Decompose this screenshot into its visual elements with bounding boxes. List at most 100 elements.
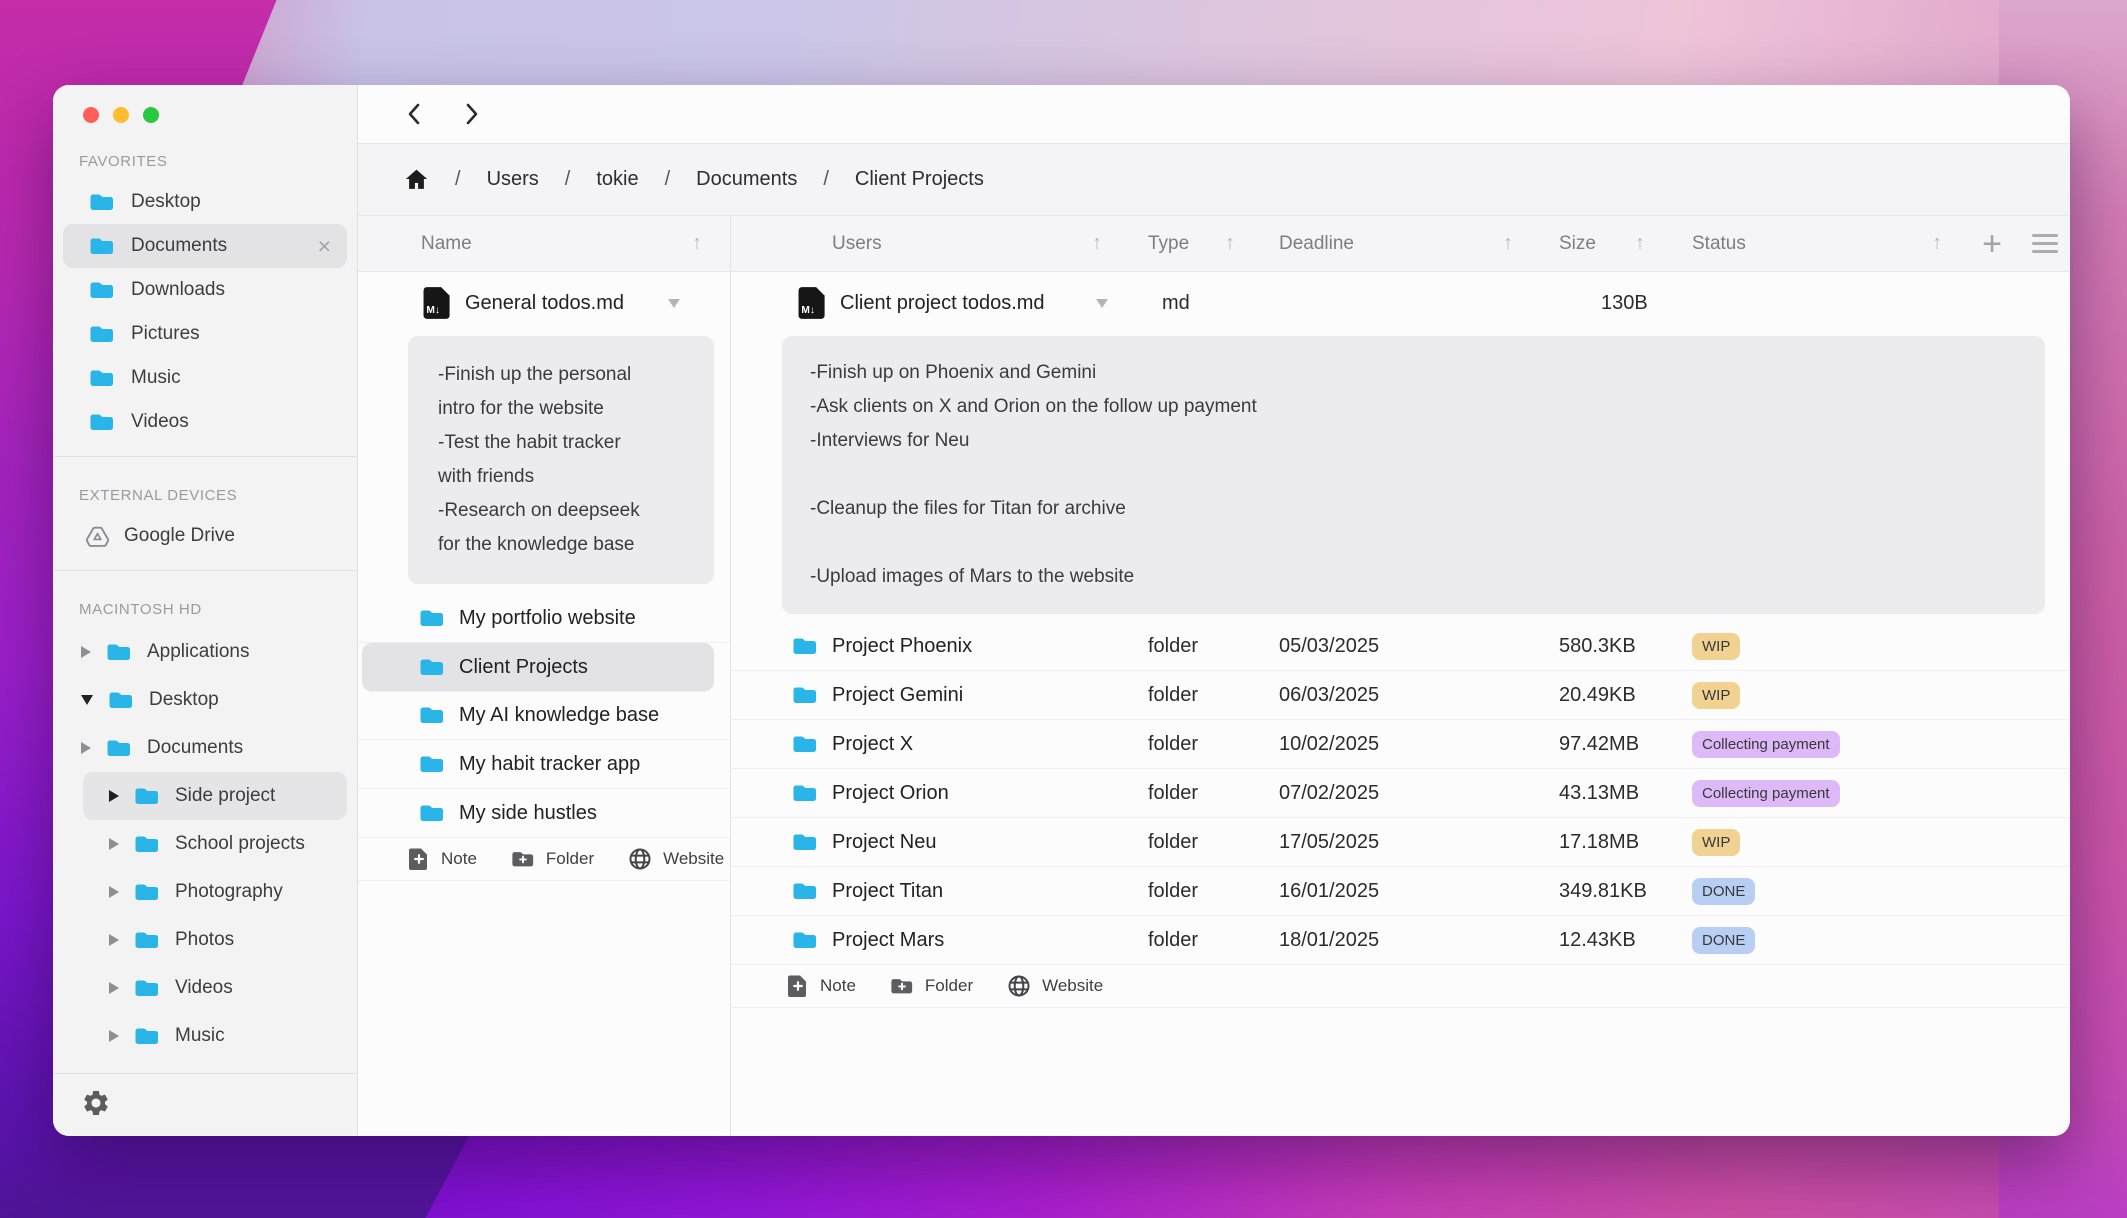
folder-icon — [792, 930, 818, 950]
breadcrumb-segment-tokie[interactable]: tokie — [596, 168, 639, 190]
table-row-project-titan[interactable]: Project Titan folder 16/01/2025 349.81KB… — [731, 867, 2070, 916]
sidebar-item-school-projects[interactable]: School projects — [53, 820, 357, 868]
maximize-window-button[interactable] — [143, 107, 159, 123]
folder-icon — [419, 754, 445, 774]
sidebar-item-downloads[interactable]: Downloads — [53, 268, 357, 312]
sidebar-item-music-tree[interactable]: Music — [53, 1012, 357, 1060]
add-column-button[interactable]: + — [1982, 224, 2002, 263]
sidebar-item-videos-tree[interactable]: Videos — [53, 964, 357, 1012]
breadcrumb-segment-client-projects[interactable]: Client Projects — [854, 168, 984, 190]
folder-icon — [792, 783, 818, 803]
sidebar-item-label: Downloads — [131, 279, 225, 300]
breadcrumb-segment-documents[interactable]: Documents — [696, 168, 798, 190]
folder-my-habit-tracker-app[interactable]: My habit tracker app — [358, 740, 730, 789]
sidebar-item-photos[interactable]: Photos — [53, 916, 357, 964]
sort-ascending-icon[interactable]: ↑ — [1092, 232, 1102, 254]
add-note-button[interactable]: Note — [408, 847, 477, 871]
table-row-project-gemini[interactable]: Project Gemini folder 06/03/2025 20.49KB… — [731, 671, 2070, 720]
table-menu-button[interactable] — [2032, 233, 2058, 254]
back-button[interactable] — [404, 101, 424, 127]
sort-ascending-icon[interactable]: ↑ — [692, 232, 702, 254]
folder-my-ai-knowledge-base[interactable]: My AI knowledge base — [358, 691, 730, 740]
chevron-right-icon[interactable] — [109, 982, 119, 994]
sidebar-item-pictures[interactable]: Pictures — [53, 312, 357, 356]
column-header-size[interactable]: Size ↑ — [1559, 232, 1692, 255]
chevron-right-icon[interactable] — [109, 934, 119, 946]
table-row-project-mars[interactable]: Project Mars folder 18/01/2025 12.43KB D… — [731, 916, 2070, 965]
column-header-status[interactable]: Status ↑ + — [1692, 227, 2070, 261]
folder-my-side-hustles[interactable]: My side hustles — [358, 789, 730, 838]
row-name: Project X — [832, 732, 914, 755]
sidebar-item-label: Desktop — [131, 191, 201, 212]
row-type: folder — [1148, 683, 1199, 706]
folder-label: My portfolio website — [459, 606, 636, 629]
chevron-right-icon[interactable] — [109, 838, 119, 850]
chevron-right-icon[interactable] — [81, 742, 91, 754]
column-header-users[interactable]: Users ↑ — [731, 232, 1148, 255]
breadcrumb-separator: / — [664, 168, 671, 190]
sidebar-item-documents[interactable]: Documents × — [63, 224, 347, 268]
table-row-project-x[interactable]: Project X folder 10/02/2025 97.42MB Coll… — [731, 720, 2070, 769]
column-header-label: Type — [1148, 232, 1190, 254]
chevron-right-icon[interactable] — [81, 646, 91, 658]
row-deadline: 16/01/2025 — [1279, 879, 1380, 902]
preview-line: -Finish up on Phoenix and Gemini — [810, 362, 1097, 383]
sidebar-item-music[interactable]: Music — [53, 356, 357, 400]
table-row-project-orion[interactable]: Project Orion folder 07/02/2025 43.13MB … — [731, 769, 2070, 818]
add-website-label: Website — [663, 849, 725, 868]
sidebar-item-side-project[interactable]: Side project — [83, 772, 347, 820]
add-website-button[interactable]: Website — [1007, 974, 1103, 998]
preview-line: -Upload images of Mars to the website — [810, 566, 1135, 587]
file-name: General todos.md — [465, 291, 624, 314]
add-note-label: Note — [820, 976, 856, 995]
sidebar-item-desktop[interactable]: Desktop — [53, 180, 357, 224]
folder-icon — [106, 738, 132, 758]
sidebar-item-applications[interactable]: Applications — [53, 628, 357, 676]
add-website-button[interactable]: Website — [628, 847, 724, 871]
chevron-right-icon[interactable] — [109, 1030, 119, 1042]
folder-plus-icon — [511, 849, 535, 869]
add-note-button[interactable]: Note — [787, 974, 856, 998]
file-type: md — [1162, 291, 1190, 314]
folder-client-projects[interactable]: Client Projects — [362, 643, 714, 691]
close-window-button[interactable] — [83, 107, 99, 123]
home-icon[interactable] — [404, 168, 429, 191]
add-folder-button[interactable]: Folder — [890, 976, 973, 996]
collapse-preview-button[interactable] — [668, 298, 680, 308]
breadcrumb-segment-users[interactable]: Users — [486, 168, 539, 190]
sidebar-item-google-drive[interactable]: Google Drive — [53, 514, 357, 558]
chevron-right-icon[interactable] — [109, 886, 119, 898]
collapse-preview-button[interactable] — [1096, 298, 1108, 308]
folder-my-portfolio-website[interactable]: My portfolio website — [358, 594, 730, 643]
column-header-name[interactable]: Name ↑ — [358, 216, 730, 272]
table-row-project-phoenix[interactable]: Project Phoenix folder 05/03/2025 580.3K… — [731, 622, 2070, 671]
sidebar-item-videos[interactable]: Videos — [53, 400, 357, 444]
forward-button[interactable] — [462, 101, 482, 127]
sort-ascending-icon[interactable]: ↑ — [1225, 232, 1235, 254]
sidebar-item-photography[interactable]: Photography — [53, 868, 357, 916]
sidebar-item-label: Pictures — [131, 323, 200, 344]
folder-icon — [792, 832, 818, 852]
row-name: Project Gemini — [832, 683, 964, 706]
file-client-project-todos[interactable]: M↓ Client project todos.md md 130B — [731, 272, 2070, 334]
minimize-window-button[interactable] — [113, 107, 129, 123]
remove-favorite-button[interactable]: × — [317, 232, 331, 259]
macintosh-hd-section-label: MACINTOSH HD — [79, 601, 202, 618]
sidebar-divider — [53, 570, 357, 571]
sort-ascending-icon[interactable]: ↑ — [1635, 232, 1645, 254]
chevron-down-icon[interactable] — [81, 695, 93, 705]
file-manager-window: FAVORITES Desktop Documents × Downloads … — [53, 85, 2070, 1136]
column-header-deadline[interactable]: Deadline ↑ — [1279, 232, 1559, 255]
folder-icon — [419, 608, 445, 628]
column-header-type[interactable]: Type ↑ — [1148, 232, 1279, 255]
sidebar-item-documents-tree[interactable]: Documents — [53, 724, 357, 772]
globe-icon — [628, 847, 652, 871]
settings-button[interactable] — [81, 1088, 357, 1118]
file-general-todos[interactable]: M↓ General todos.md — [358, 272, 730, 334]
chevron-right-icon[interactable] — [109, 790, 119, 802]
table-row-project-neu[interactable]: Project Neu folder 17/05/2025 17.18MB WI… — [731, 818, 2070, 867]
add-folder-button[interactable]: Folder — [511, 849, 594, 869]
sidebar-item-desktop-tree[interactable]: Desktop — [53, 676, 357, 724]
sort-ascending-icon[interactable]: ↑ — [1932, 232, 1943, 254]
sort-ascending-icon[interactable]: ↑ — [1503, 232, 1513, 254]
